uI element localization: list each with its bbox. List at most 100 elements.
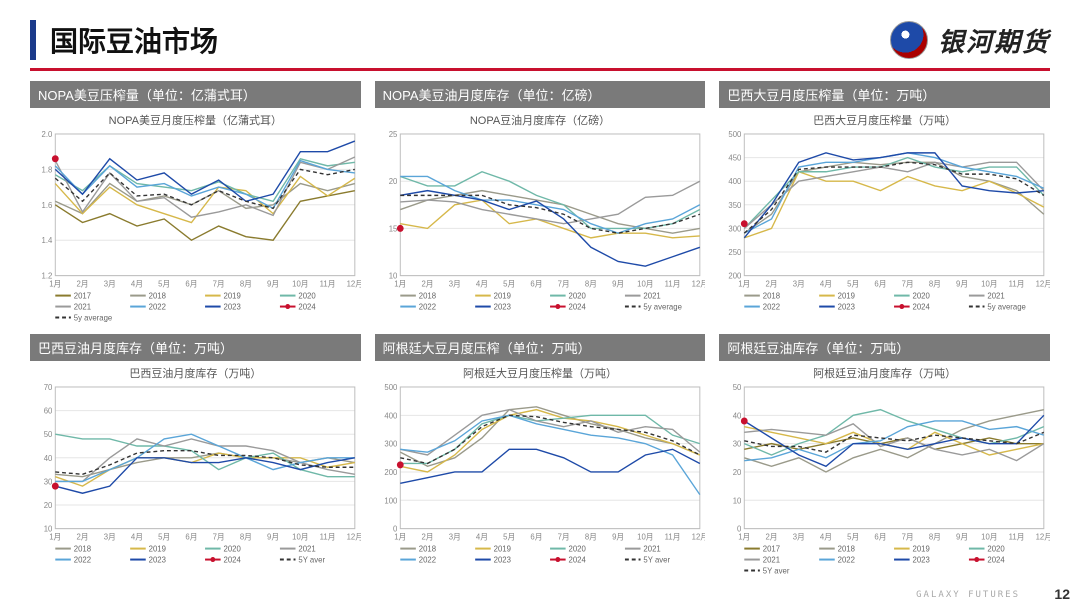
svg-text:11月: 11月 (320, 532, 336, 541)
svg-text:3月: 3月 (448, 280, 460, 289)
brand-logo: 银河期货 (890, 21, 1050, 59)
svg-text:20: 20 (733, 467, 742, 476)
svg-text:11月: 11月 (1009, 280, 1025, 289)
page-title: 国际豆油市场 (30, 20, 218, 60)
svg-text:2018: 2018 (418, 291, 436, 300)
chart-area: 2002503003504004505001月2月3月4月5月6月7月8月9月1… (719, 128, 1050, 328)
svg-text:2024: 2024 (568, 302, 586, 311)
svg-text:6月: 6月 (875, 532, 887, 541)
svg-text:4月: 4月 (476, 532, 488, 541)
svg-text:10月: 10月 (981, 532, 997, 541)
svg-text:10月: 10月 (981, 280, 997, 289)
svg-text:2月: 2月 (421, 532, 433, 541)
svg-text:11月: 11月 (320, 280, 336, 289)
svg-text:2022: 2022 (418, 555, 435, 564)
charts-grid: NOPA美豆压榨量（单位：亿蒲式耳）NOPA美豆月度压榨量（亿蒲式耳）1.21.… (30, 81, 1050, 571)
svg-text:3月: 3月 (793, 532, 805, 541)
svg-text:5月: 5月 (847, 280, 859, 289)
brand-logo-icon (890, 21, 928, 59)
svg-text:1月: 1月 (49, 532, 61, 541)
svg-text:10: 10 (733, 496, 742, 505)
svg-text:7月: 7月 (557, 532, 569, 541)
brand-logo-text: 银河期货 (938, 22, 1050, 59)
svg-text:6月: 6月 (530, 280, 542, 289)
svg-text:500: 500 (384, 382, 398, 391)
svg-text:12月: 12月 (691, 532, 705, 541)
chart-panel-4: 阿根廷大豆月度压榨（单位：万吨）阿根廷大豆月度压榨量（万吨）0100200300… (375, 334, 706, 581)
svg-text:2.0: 2.0 (42, 130, 53, 139)
svg-text:1.4: 1.4 (42, 236, 53, 245)
svg-text:2018: 2018 (149, 291, 167, 300)
svg-text:2022: 2022 (763, 302, 780, 311)
svg-text:30: 30 (44, 477, 53, 486)
svg-text:9月: 9月 (956, 532, 968, 541)
svg-text:400: 400 (384, 411, 398, 420)
svg-text:300: 300 (384, 439, 398, 448)
svg-text:4月: 4月 (131, 280, 143, 289)
svg-text:1.6: 1.6 (42, 201, 53, 210)
panel-title: NOPA美豆压榨量（单位：亿蒲式耳） (30, 81, 361, 108)
svg-text:11月: 11月 (664, 532, 680, 541)
svg-text:3月: 3月 (448, 532, 460, 541)
panel-title: 巴西豆油月度库存（单位：万吨） (30, 334, 361, 361)
chart-panel-2: 巴西大豆月度压榨量（单位：万吨）巴西大豆月度压榨量（万吨）20025030035… (719, 81, 1050, 328)
svg-text:2019: 2019 (224, 291, 241, 300)
panel-subtitle: 阿根廷豆油月度库存（万吨） (719, 365, 1050, 381)
svg-text:2022: 2022 (74, 555, 91, 564)
svg-text:2月: 2月 (766, 280, 778, 289)
page-number: 12 (1054, 586, 1070, 602)
svg-text:2020: 2020 (224, 544, 242, 553)
svg-text:2020: 2020 (568, 544, 586, 553)
svg-text:8月: 8月 (929, 532, 941, 541)
svg-text:5Y aver: 5Y aver (298, 555, 325, 564)
svg-text:3月: 3月 (104, 532, 116, 541)
chart-area: 102030405060701月2月3月4月5月6月7月8月9月10月11月12… (30, 381, 361, 581)
svg-text:400: 400 (729, 177, 743, 186)
svg-text:5y average: 5y average (643, 302, 682, 311)
slide: 国际豆油市场 银河期货 NOPA美豆压榨量（单位：亿蒲式耳） NOPA美豆月度压榨… (0, 0, 1080, 608)
panel-title: NOPA美豆油月度库存（单位：亿磅） (375, 81, 706, 108)
svg-text:7月: 7月 (213, 280, 225, 289)
svg-text:5y average: 5y average (988, 302, 1027, 311)
title-row: 国际豆油市场 银河期货 (30, 20, 1050, 60)
svg-text:2021: 2021 (763, 555, 780, 564)
svg-text:5Y aver: 5Y aver (763, 566, 790, 575)
svg-text:8月: 8月 (585, 532, 597, 541)
svg-text:9月: 9月 (612, 280, 624, 289)
chart-panel-5: 阿根廷豆油库存（单位：万吨）阿根廷豆油月度库存（万吨）010203040501月… (719, 334, 1050, 581)
svg-text:2020: 2020 (988, 544, 1006, 553)
svg-text:9月: 9月 (267, 280, 279, 289)
svg-text:450: 450 (729, 153, 743, 162)
svg-text:2018: 2018 (74, 544, 92, 553)
svg-text:2023: 2023 (224, 302, 242, 311)
svg-text:250: 250 (729, 248, 743, 257)
panel-subtitle: NOPA美豆月度压榨量（亿蒲式耳） (30, 112, 361, 128)
svg-text:12月: 12月 (1036, 532, 1050, 541)
svg-text:12月: 12月 (347, 532, 361, 541)
svg-text:6月: 6月 (185, 280, 197, 289)
svg-text:11月: 11月 (1009, 532, 1025, 541)
svg-text:40: 40 (44, 453, 53, 462)
svg-text:7月: 7月 (557, 280, 569, 289)
chart-panel-1: NOPA美豆油月度库存（单位：亿磅）NOPA豆油月度库存（亿磅）10152025… (375, 81, 706, 328)
svg-text:350: 350 (729, 201, 743, 210)
svg-text:6月: 6月 (530, 532, 542, 541)
svg-text:2024: 2024 (988, 555, 1006, 564)
svg-text:2018: 2018 (418, 544, 436, 553)
svg-text:2019: 2019 (149, 544, 166, 553)
svg-text:2018: 2018 (763, 291, 781, 300)
svg-text:9月: 9月 (956, 280, 968, 289)
svg-text:8月: 8月 (240, 532, 252, 541)
svg-text:4月: 4月 (131, 532, 143, 541)
svg-text:2022: 2022 (149, 302, 166, 311)
svg-text:30: 30 (733, 439, 742, 448)
svg-text:7月: 7月 (902, 532, 914, 541)
svg-text:2月: 2月 (76, 280, 88, 289)
svg-text:5月: 5月 (503, 280, 515, 289)
svg-text:1月: 1月 (394, 532, 406, 541)
panel-subtitle: 巴西豆油月度库存（万吨） (30, 365, 361, 381)
svg-text:300: 300 (729, 224, 743, 233)
svg-text:5y average: 5y average (74, 313, 113, 322)
svg-text:2020: 2020 (298, 291, 316, 300)
svg-text:7月: 7月 (902, 280, 914, 289)
